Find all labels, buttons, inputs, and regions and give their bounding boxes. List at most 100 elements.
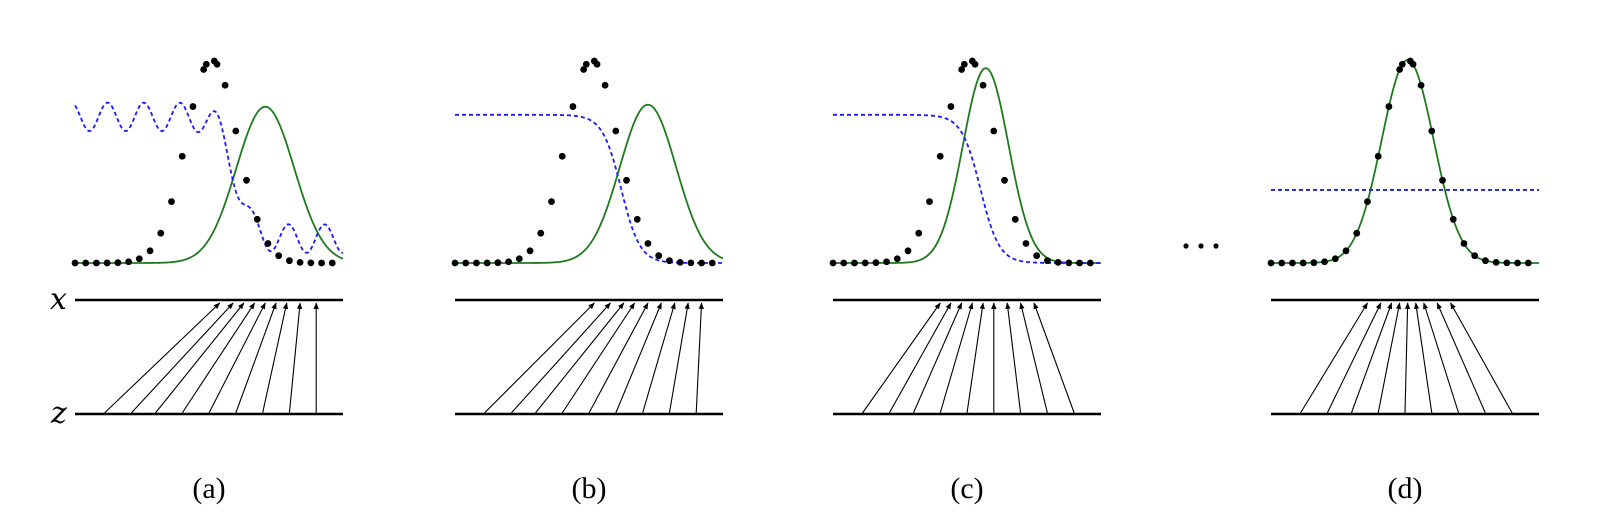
data-distribution-dot xyxy=(221,81,229,89)
mapping-arrow xyxy=(1300,302,1368,414)
data-distribution-dot xyxy=(537,229,545,237)
discriminator-curve xyxy=(833,113,1101,264)
data-distribution-dot xyxy=(1342,247,1350,255)
panel-label: (c) xyxy=(950,472,983,505)
data-distribution-dot xyxy=(515,255,523,263)
data-distribution-dot xyxy=(1398,60,1406,68)
data-distribution-dot xyxy=(1278,259,1286,267)
mapping-arrow xyxy=(966,302,985,414)
data-distribution-dot xyxy=(483,259,491,267)
mapping-arrow xyxy=(208,302,266,414)
data-distribution-dot xyxy=(286,257,293,265)
mapping-arrow xyxy=(534,302,625,414)
generative-distribution-curve xyxy=(455,103,724,264)
panel-c: (c) xyxy=(829,57,1101,505)
data-distribution-dot xyxy=(851,259,858,267)
generative-distribution-curve xyxy=(1271,59,1539,264)
data-distribution-dot xyxy=(644,240,652,247)
data-distribution-dot xyxy=(883,258,890,266)
data-distribution-dot xyxy=(687,259,695,267)
data-distribution-dot xyxy=(526,247,534,255)
data-distribution-dot xyxy=(829,259,837,267)
mapping-arrow xyxy=(510,302,611,414)
data-distribution-dot xyxy=(1353,229,1361,237)
data-distribution-dot xyxy=(1417,81,1425,89)
data-distribution-dot xyxy=(213,60,221,68)
data-distribution-dot xyxy=(1321,258,1328,266)
data-distribution-dot xyxy=(462,259,470,267)
data-distribution-dot xyxy=(666,257,673,265)
panel-b: (b) xyxy=(451,57,724,505)
data-distribution-dot xyxy=(861,259,869,267)
mapping-arrow xyxy=(939,302,974,414)
data-distribution-dot xyxy=(157,229,165,237)
generative-distribution-curve xyxy=(75,105,344,264)
data-distribution-dot xyxy=(569,103,577,110)
data-distribution-dot xyxy=(168,198,175,205)
data-distribution-dot xyxy=(655,252,663,260)
mapping-arrow xyxy=(1436,302,1486,414)
mapping-arrow xyxy=(588,302,649,414)
data-distribution-dot xyxy=(947,103,955,110)
mapping-arrow xyxy=(642,302,676,414)
x-axis-symbol: x xyxy=(50,282,67,317)
data-distribution-dot xyxy=(82,259,90,267)
panel-label: (b) xyxy=(572,472,607,505)
data-distribution-dot xyxy=(1385,103,1393,110)
data-distribution-dot xyxy=(135,255,143,263)
mapping-arrow xyxy=(1019,302,1048,414)
data-distribution-dot xyxy=(1076,259,1083,267)
data-distribution-dot xyxy=(612,127,620,135)
data-distribution-dot xyxy=(558,152,566,160)
ellipsis-dot xyxy=(1183,243,1189,249)
mapping-arrow xyxy=(1413,302,1433,414)
data-distribution-dot xyxy=(1011,215,1019,223)
mapping-arrow xyxy=(1423,302,1460,414)
data-distribution-dot xyxy=(960,60,968,68)
data-distribution-dot xyxy=(1374,152,1382,160)
data-distribution-dot xyxy=(593,60,601,68)
data-distribution-dot xyxy=(1267,259,1275,267)
panel-d: (d) xyxy=(1267,57,1539,505)
data-distribution-dot xyxy=(708,259,716,267)
panel-label: (a) xyxy=(192,472,225,505)
mapping-arrow xyxy=(130,302,234,414)
data-distribution-dot xyxy=(979,81,987,89)
data-distribution-dot xyxy=(958,66,966,73)
ellipsis xyxy=(1183,243,1219,249)
data-distribution-dot xyxy=(990,127,998,135)
data-distribution-dot xyxy=(1503,259,1511,267)
data-distribution-dot xyxy=(1409,60,1417,68)
mapping-arrow xyxy=(288,302,303,414)
data-distribution-dot xyxy=(473,259,480,267)
data-distribution-dot xyxy=(1428,127,1436,135)
data-distribution-dot xyxy=(872,259,880,267)
data-distribution-dot xyxy=(253,215,261,223)
data-distribution-dot xyxy=(926,198,933,205)
data-distribution-dot xyxy=(1514,259,1521,267)
mapping-arrow xyxy=(695,302,704,414)
mapping-arrow xyxy=(262,302,289,414)
mapping-arrow xyxy=(1033,302,1075,414)
data-distribution-dot xyxy=(318,259,325,267)
data-distribution-dot xyxy=(1289,259,1296,267)
data-distribution-dot xyxy=(1471,252,1479,260)
panel-label: (d) xyxy=(1388,472,1423,505)
generative-distribution-curve xyxy=(833,67,1101,264)
data-distribution-dot xyxy=(1364,198,1371,205)
mapping-arrow xyxy=(561,302,636,414)
mapping-arrow xyxy=(1350,302,1393,414)
data-distribution-dot xyxy=(1086,259,1094,267)
mapping-arrow xyxy=(615,302,662,414)
data-distribution-dot xyxy=(582,60,590,68)
data-distribution-dot xyxy=(904,247,912,255)
mapping-arrow xyxy=(1450,302,1513,414)
mapping-arrow xyxy=(154,302,245,414)
data-distribution-dot xyxy=(1449,215,1457,223)
data-distribution-dot xyxy=(1482,257,1489,265)
data-distribution-dot xyxy=(601,81,609,89)
data-distribution-dot xyxy=(71,259,79,267)
mapping-arrow xyxy=(668,302,690,414)
data-distribution-dot xyxy=(580,66,588,73)
